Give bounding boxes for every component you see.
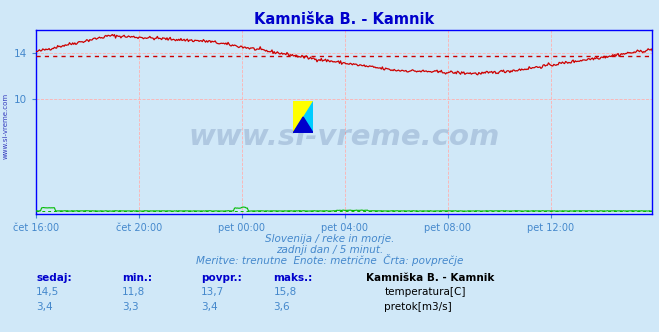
Text: pretok[m3/s]: pretok[m3/s] bbox=[384, 302, 452, 312]
Text: Slovenija / reke in morje.: Slovenija / reke in morje. bbox=[265, 234, 394, 244]
Text: 3,6: 3,6 bbox=[273, 302, 290, 312]
Text: povpr.:: povpr.: bbox=[201, 273, 242, 283]
Text: 3,4: 3,4 bbox=[36, 302, 53, 312]
Text: Kamniška B. - Kamnik: Kamniška B. - Kamnik bbox=[366, 273, 494, 283]
Polygon shape bbox=[293, 101, 313, 133]
Text: maks.:: maks.: bbox=[273, 273, 313, 283]
Text: www.si-vreme.com: www.si-vreme.com bbox=[188, 123, 500, 151]
Text: temperatura[C]: temperatura[C] bbox=[384, 288, 466, 297]
Title: Kamniška B. - Kamnik: Kamniška B. - Kamnik bbox=[254, 12, 434, 27]
Text: 11,8: 11,8 bbox=[122, 288, 145, 297]
Text: sedaj:: sedaj: bbox=[36, 273, 72, 283]
Text: zadnji dan / 5 minut.: zadnji dan / 5 minut. bbox=[276, 245, 383, 255]
Text: min.:: min.: bbox=[122, 273, 152, 283]
Text: www.si-vreme.com: www.si-vreme.com bbox=[2, 93, 9, 159]
Text: 14,5: 14,5 bbox=[36, 288, 59, 297]
Text: Meritve: trenutne  Enote: metrične  Črta: povprečje: Meritve: trenutne Enote: metrične Črta: … bbox=[196, 254, 463, 266]
Polygon shape bbox=[293, 117, 313, 133]
Text: 3,3: 3,3 bbox=[122, 302, 138, 312]
Polygon shape bbox=[293, 101, 313, 133]
Text: 13,7: 13,7 bbox=[201, 288, 224, 297]
Text: 3,4: 3,4 bbox=[201, 302, 217, 312]
Text: 15,8: 15,8 bbox=[273, 288, 297, 297]
